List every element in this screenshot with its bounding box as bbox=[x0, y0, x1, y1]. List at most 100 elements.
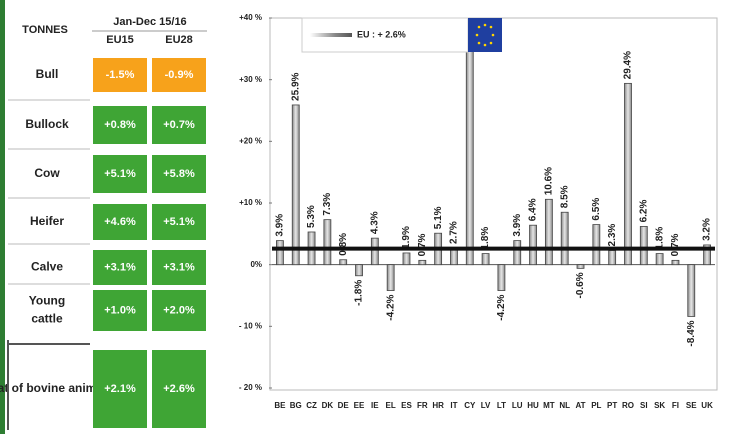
column-header: EU15 bbox=[106, 34, 134, 46]
bar bbox=[703, 244, 711, 266]
cell-value: +5.1% bbox=[163, 216, 195, 228]
table-cell bbox=[152, 290, 206, 331]
x-tick-label: EE bbox=[354, 401, 365, 410]
bar bbox=[402, 252, 411, 266]
table-cell bbox=[93, 58, 147, 92]
table-cell bbox=[93, 250, 147, 285]
value-label: 6.4% bbox=[528, 198, 539, 221]
x-tick-label: FI bbox=[672, 401, 679, 410]
bar bbox=[323, 219, 332, 266]
x-tick-label: CZ bbox=[306, 401, 317, 410]
y-tick-label: 0% bbox=[250, 260, 262, 269]
table-cell bbox=[93, 350, 147, 428]
bar bbox=[418, 259, 427, 266]
x-tick-label: RO bbox=[622, 401, 634, 410]
x-tick-label: EL bbox=[386, 401, 396, 410]
column-header: EU28 bbox=[165, 34, 193, 46]
x-tick-label: LU bbox=[512, 401, 523, 410]
bar bbox=[544, 198, 553, 266]
bar bbox=[513, 240, 522, 266]
row-label: Cow bbox=[34, 166, 60, 180]
bar bbox=[592, 224, 601, 266]
row-label: Heifer bbox=[30, 214, 64, 228]
cell-value: +3.1% bbox=[163, 261, 195, 273]
table-cell bbox=[152, 204, 206, 240]
row-label: Bull bbox=[36, 67, 59, 81]
value-label: 0.7% bbox=[670, 233, 681, 256]
value-label: 4.3% bbox=[369, 211, 380, 234]
row-label: Bullock bbox=[25, 117, 69, 131]
cell-value: +0.7% bbox=[163, 119, 195, 131]
value-label: 3.9% bbox=[275, 214, 286, 237]
table-cell bbox=[93, 106, 147, 144]
value-label: 7.3% bbox=[322, 193, 333, 216]
side-bar bbox=[0, 0, 5, 434]
bar bbox=[655, 253, 664, 266]
cell-value: +5.1% bbox=[104, 168, 136, 180]
bar bbox=[465, 18, 474, 266]
bar bbox=[339, 259, 348, 266]
x-tick-label: NL bbox=[559, 401, 570, 410]
cell-value: -1.5% bbox=[106, 69, 135, 81]
bar bbox=[355, 264, 363, 277]
value-label: -1.8% bbox=[354, 280, 365, 306]
y-tick-label: - 10 % bbox=[239, 321, 262, 330]
x-tick-label: LV bbox=[481, 401, 491, 410]
value-label: 3.9% bbox=[512, 214, 523, 237]
value-label: 10.6% bbox=[544, 167, 555, 195]
value-label: 8.5% bbox=[559, 185, 570, 208]
legend-swatch bbox=[310, 33, 352, 37]
x-tick-label: LT bbox=[497, 401, 506, 410]
value-label: -4.2% bbox=[496, 294, 507, 320]
bar bbox=[386, 264, 395, 291]
x-tick-label: BE bbox=[274, 401, 286, 410]
x-tick-label: DK bbox=[322, 401, 334, 410]
cell-value: -0.9% bbox=[165, 69, 194, 81]
bar bbox=[481, 253, 490, 266]
bar bbox=[624, 82, 632, 266]
x-tick-label: CY bbox=[464, 401, 476, 410]
bar bbox=[576, 264, 585, 269]
bar bbox=[529, 224, 537, 266]
value-label: 0.7% bbox=[417, 233, 428, 256]
bar bbox=[608, 250, 617, 266]
cell-value: +5.8% bbox=[163, 168, 195, 180]
cell-value: +2.6% bbox=[163, 383, 195, 395]
value-label: 0.8% bbox=[338, 233, 349, 256]
flag-stars bbox=[475, 23, 495, 47]
table-cell bbox=[152, 58, 206, 92]
value-label: 25.9% bbox=[290, 72, 301, 100]
bar bbox=[276, 240, 284, 266]
cell-value: +2.0% bbox=[163, 304, 195, 316]
x-tick-label: IT bbox=[450, 401, 457, 410]
value-label: 6.5% bbox=[591, 198, 602, 221]
value-label: 3.2% bbox=[702, 218, 713, 241]
y-tick-label: +30 % bbox=[239, 75, 262, 84]
x-tick-label: IE bbox=[371, 401, 379, 410]
table-cell bbox=[152, 106, 206, 144]
bar bbox=[497, 264, 506, 291]
value-label: 2.3% bbox=[607, 224, 618, 247]
x-tick-label: ES bbox=[401, 401, 412, 410]
eu-flag bbox=[468, 18, 502, 52]
value-label: 2.7% bbox=[449, 221, 460, 244]
y-tick-label: - 20 % bbox=[239, 383, 262, 392]
table-title: TONNES bbox=[22, 24, 68, 36]
row-label: Young cattle bbox=[29, 294, 65, 326]
table-cell bbox=[93, 290, 147, 331]
value-label: 1.9% bbox=[401, 226, 412, 249]
y-tick-label: +10 % bbox=[239, 198, 262, 207]
x-tick-label: PL bbox=[591, 401, 601, 410]
legend-label: EU : + 2.6% bbox=[357, 29, 406, 39]
bar bbox=[560, 211, 569, 266]
row-label: Meat of bovine animals bbox=[0, 381, 113, 395]
y-tick-label: +40 % bbox=[239, 13, 262, 22]
x-tick-label: MT bbox=[543, 401, 555, 410]
value-label: 6.2% bbox=[638, 200, 649, 223]
bar bbox=[291, 104, 300, 266]
x-tick-label: BG bbox=[290, 401, 302, 410]
x-tick-label: HU bbox=[527, 401, 539, 410]
x-tick-label: DE bbox=[338, 401, 350, 410]
table-period: Jan-Dec 15/16 bbox=[113, 16, 186, 28]
cell-value: +0.8% bbox=[104, 119, 136, 131]
